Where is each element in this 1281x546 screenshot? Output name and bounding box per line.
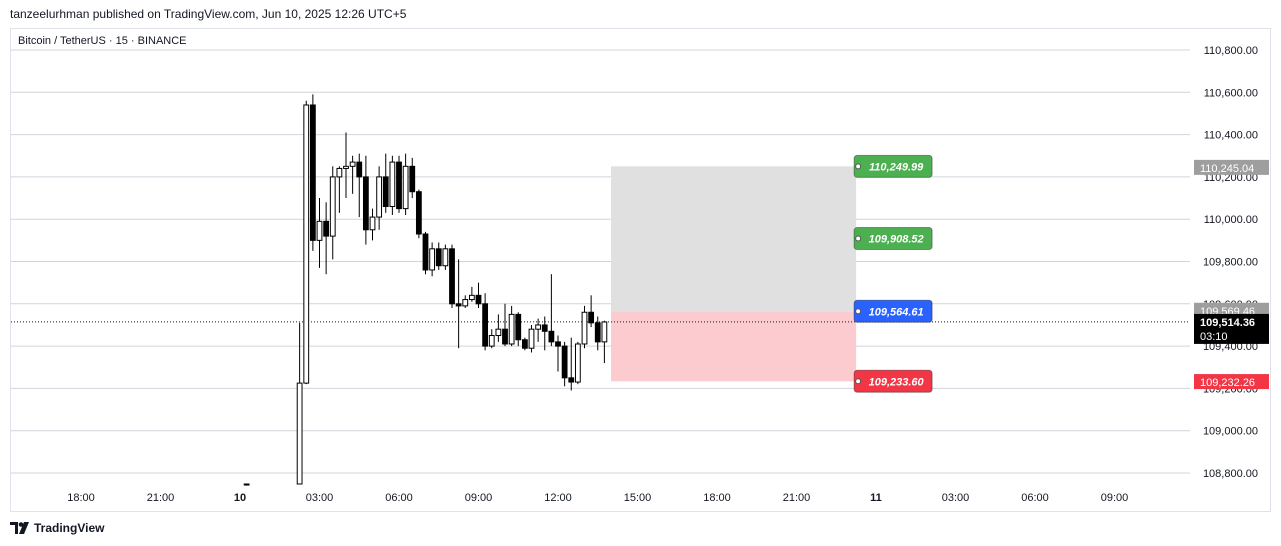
candle-body[interactable] (508, 313, 515, 345)
candle-body[interactable] (528, 328, 535, 349)
candle-body[interactable] (468, 294, 475, 301)
y-axis-tick-label: 110,400.00 (1204, 130, 1258, 142)
candle-body[interactable] (382, 176, 389, 208)
position-price-label[interactable] (853, 369, 933, 393)
candle-body[interactable] (402, 165, 409, 210)
position-price-label-text: 109,908.52 (869, 234, 924, 246)
candle-body[interactable] (574, 343, 581, 383)
axis-price-tag-text: 109,514.36 (1200, 317, 1255, 329)
y-axis-tick-label: 110,600.00 (1204, 87, 1258, 99)
candle-body[interactable] (409, 165, 416, 193)
candle-body[interactable] (555, 341, 561, 347)
candle-body[interactable] (309, 104, 316, 241)
candle-body[interactable] (435, 248, 442, 267)
candle-body[interactable] (495, 328, 502, 337)
position-price-label[interactable] (853, 299, 933, 323)
x-axis-tick-label: 12:00 (544, 492, 572, 504)
y-axis-tick-label: 110,200.00 (1204, 172, 1258, 184)
position-price-label-text: 109,564.61 (869, 306, 924, 318)
logo-text: TradingView (34, 521, 105, 535)
candle-body[interactable] (376, 176, 383, 218)
y-axis-tick-label: 108,800.00 (1203, 468, 1258, 480)
candle-body[interactable] (356, 161, 363, 178)
candle-body[interactable] (521, 339, 528, 349)
x-axis-tick-label: 06:00 (1021, 492, 1049, 504)
y-axis-tick-label: 109,800.00 (1203, 257, 1258, 269)
candle-body[interactable] (455, 303, 462, 307)
candle-body[interactable] (541, 324, 548, 332)
candle-body[interactable] (316, 220, 323, 241)
label-anchor-dot (855, 235, 862, 242)
candle-body[interactable] (415, 191, 422, 235)
x-axis-tick-label: 09:00 (1101, 492, 1129, 504)
candle-body[interactable] (488, 335, 495, 347)
position-price-label[interactable] (853, 227, 933, 251)
candle-body[interactable] (462, 299, 469, 307)
x-axis-tick-label: 18:00 (67, 492, 95, 504)
candle-body[interactable] (329, 176, 336, 237)
publisher-line: tanzeelurhman published on TradingView.c… (10, 7, 407, 21)
candle-body[interactable] (369, 216, 376, 231)
candle-body[interactable] (561, 345, 568, 379)
axis-price-tag-text: 109,232.26 (1200, 377, 1255, 389)
y-axis-tick-label: 110,000.00 (1204, 214, 1258, 226)
x-axis-tick-label: 21:00 (147, 492, 175, 504)
x-axis-tick-label: 11 (870, 492, 882, 504)
axis-price-tag-countdown: 03:10 (1200, 331, 1228, 343)
y-axis-tick-label: 110,800.00 (1204, 45, 1258, 57)
candle-body[interactable] (343, 165, 349, 169)
y-axis-tick-label: 109,000.00 (1203, 426, 1258, 438)
label-anchor-dot (855, 308, 862, 315)
label-anchor-dot (855, 378, 862, 385)
candle-body[interactable] (396, 161, 402, 210)
axis-price-tag (1194, 374, 1269, 390)
position-price-label-text: 109,233.60 (869, 376, 925, 388)
x-axis-tick-label: 21:00 (783, 492, 811, 504)
candle-body[interactable] (323, 220, 330, 237)
x-axis-tick-label: 09:00 (465, 492, 493, 504)
candle-body[interactable] (588, 311, 595, 324)
y-axis-tick-label: 109,400.00 (1203, 341, 1258, 353)
symbol-line[interactable]: Bitcoin / TetherUS · 15 · BINANCE (18, 35, 187, 47)
axis-price-tag (1194, 159, 1269, 175)
x-axis-tick-label: 03:00 (306, 492, 334, 504)
position-price-label[interactable] (853, 154, 933, 178)
candle-body[interactable] (535, 324, 542, 330)
stop-zone[interactable] (611, 311, 857, 382)
target-zone[interactable] (611, 166, 857, 312)
candle-body[interactable] (442, 248, 449, 267)
tradingview-logo[interactable]: TradingView (10, 520, 104, 536)
candle-body[interactable] (601, 321, 608, 343)
candle-body[interactable] (336, 167, 343, 178)
candle-body[interactable] (296, 382, 303, 485)
candle-body[interactable] (422, 233, 429, 271)
x-axis-tick-label: 06:00 (385, 492, 413, 504)
candle-body[interactable] (515, 313, 522, 341)
axis-price-tag-text: 110,245.04 (1200, 163, 1254, 175)
candle-body[interactable] (475, 294, 482, 305)
label-anchor-dot (855, 163, 862, 170)
candle-body[interactable] (581, 311, 588, 345)
x-axis-tick-label: 10 (234, 492, 246, 504)
candle-body[interactable] (429, 248, 436, 271)
chart-frame (10, 28, 1271, 512)
x-axis-tick-label: 03:00 (942, 492, 970, 504)
candle-body[interactable] (482, 303, 489, 347)
candle-body[interactable] (548, 330, 555, 343)
x-axis-tick-label: 15:00 (624, 492, 652, 504)
candle-body[interactable] (568, 377, 575, 383)
candle-body[interactable] (243, 483, 250, 486)
candle-body[interactable] (502, 328, 508, 345)
axis-price-tag (1194, 313, 1269, 344)
tradingview-logo-icon (10, 522, 29, 534)
candle-body[interactable] (594, 322, 601, 343)
candle-body[interactable] (449, 248, 455, 305)
position-price-label-text: 110,249.99 (869, 161, 924, 173)
candle-body[interactable] (389, 161, 396, 208)
x-axis-tick-label: 18:00 (703, 492, 731, 504)
candle-body[interactable] (349, 161, 356, 167)
candle-body[interactable] (362, 176, 369, 231)
candle-body[interactable] (303, 104, 310, 384)
